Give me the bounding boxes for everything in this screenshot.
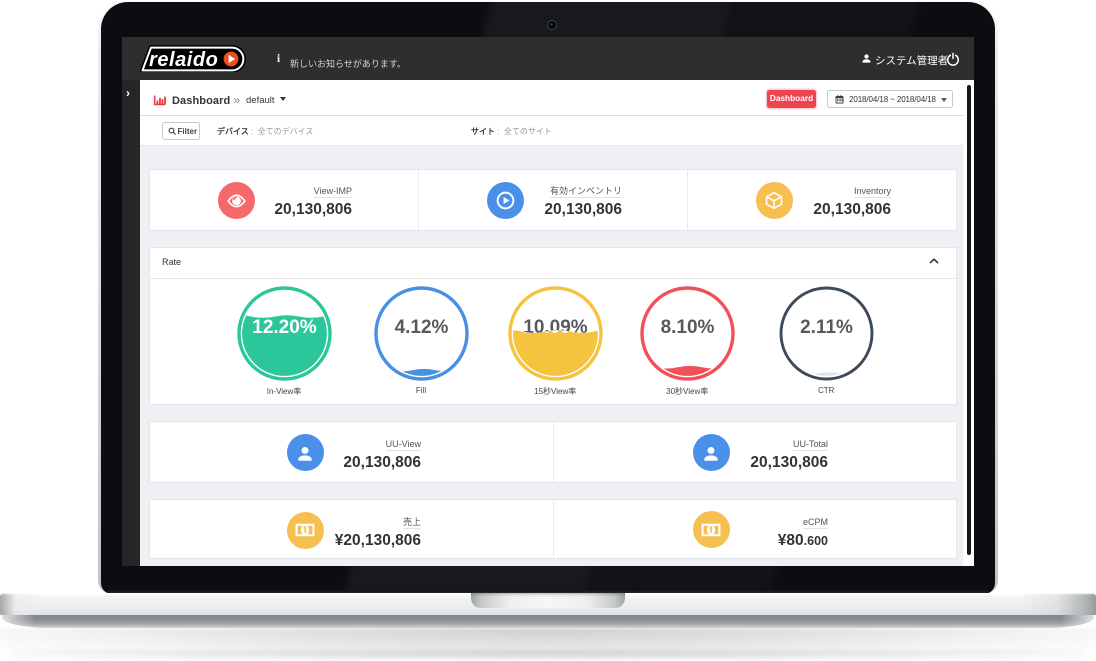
svg-text:2.11%: 2.11% bbox=[800, 317, 853, 338]
svg-text:10.09%: 10.09% bbox=[523, 317, 588, 338]
svg-text:10.09%: 10.09% bbox=[523, 317, 588, 338]
svg-text:8.10%: 8.10% bbox=[660, 317, 714, 338]
svg-text:12.20%: 12.20% bbox=[252, 317, 317, 338]
svg-text:4.12%: 4.12% bbox=[394, 317, 448, 338]
svg-text:relaido: relaido bbox=[149, 49, 218, 71]
